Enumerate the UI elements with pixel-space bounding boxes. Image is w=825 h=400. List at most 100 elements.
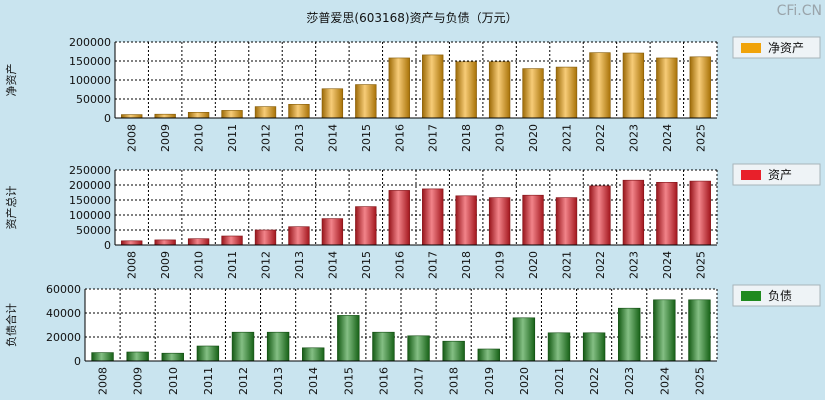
x-tick-label: 2022 [594, 124, 607, 152]
x-tick-label: 2008 [126, 124, 139, 152]
y-tick-label: 100000 [69, 74, 111, 87]
x-tick-label: 2016 [393, 124, 406, 152]
bar-2018 [455, 61, 477, 119]
y-tick-label: 0 [104, 239, 111, 252]
x-tick-label: 2021 [561, 251, 574, 279]
bar-2012 [254, 106, 277, 119]
bar-2022 [582, 332, 606, 362]
legend-label: 负债 [768, 289, 792, 303]
bar-2023 [622, 52, 645, 119]
bar-2008 [121, 240, 143, 246]
x-tick-label: 2018 [448, 367, 461, 395]
x-tick-label: 2023 [627, 124, 640, 152]
x-tick-label: 2011 [226, 251, 239, 279]
bar-2017 [422, 54, 444, 119]
x-tick-label: 2010 [193, 251, 206, 279]
y-axis-label: 净资产 [4, 64, 18, 97]
bar-2016 [372, 331, 395, 362]
bar-2025 [688, 299, 711, 362]
bar-2011 [221, 235, 243, 246]
y-tick-label: 150000 [69, 194, 111, 207]
bar-2021 [555, 197, 578, 246]
bar-2010 [187, 238, 210, 246]
x-tick-label: 2017 [413, 367, 426, 395]
x-tick-label: 2012 [260, 124, 273, 152]
x-tick-label: 2015 [342, 367, 355, 395]
bar-2015 [337, 315, 360, 362]
bar-2020 [522, 194, 544, 246]
y-tick-label: 50000 [76, 93, 111, 106]
y-tick-label: 200000 [69, 179, 111, 192]
y-tick-label: 20000 [46, 331, 81, 344]
x-tick-label: 2013 [293, 251, 306, 279]
chart-panel-3: 0 20000 40000 60000 2008 2009 2010 2011 2012 2013… [4, 283, 821, 395]
bar-2016 [388, 190, 410, 246]
bar-2023 [618, 307, 641, 362]
bar-2022 [589, 52, 611, 119]
x-tick-label: 2015 [360, 251, 373, 279]
x-tick-label: 2015 [360, 124, 373, 152]
bar-2024 [653, 299, 676, 362]
x-tick-label: 2025 [693, 367, 706, 395]
x-tick-label: 2014 [326, 124, 339, 152]
y-tick-label: 100000 [69, 209, 111, 222]
bar-2013 [288, 104, 310, 119]
x-tick-label: 2024 [661, 251, 674, 279]
x-tick-label: 2024 [658, 367, 671, 395]
bar-2024 [656, 57, 678, 119]
bar-2020 [522, 68, 544, 119]
bar-2017 [422, 188, 444, 246]
x-tick-label: 2014 [326, 251, 339, 279]
x-tick-label: 2008 [97, 367, 110, 395]
x-tick-label: 2017 [427, 251, 440, 279]
bar-2021 [555, 66, 578, 119]
watermark: CFi.CN [777, 3, 822, 19]
bar-2018 [455, 195, 477, 246]
bar-2018 [442, 340, 465, 362]
x-tick-label: 2023 [623, 367, 636, 395]
bar-2010 [187, 112, 210, 119]
x-tick-label: 2008 [126, 251, 139, 279]
chart-panel-1: 0 50000 100000 150000 200000 2008 2009 2010 2011… [4, 36, 821, 152]
x-tick-label: 2025 [694, 251, 707, 279]
x-tick-label: 2013 [293, 124, 306, 152]
x-tick-label: 2022 [588, 367, 601, 395]
y-tick-label: 50000 [76, 224, 111, 237]
bar-2014 [302, 347, 325, 362]
x-tick-label: 2019 [483, 367, 496, 395]
x-tick-label: 2011 [202, 367, 215, 395]
chart-title: 莎普爱思(603168)资产与负债（万元） [306, 11, 517, 25]
x-tick-label: 2018 [460, 124, 473, 152]
bar-2013 [266, 331, 290, 362]
x-tick-label: 2009 [159, 251, 172, 279]
bar-2021 [547, 332, 571, 362]
x-tick-label: 2021 [553, 367, 566, 395]
legend: 净资产 [732, 36, 821, 59]
y-tick-label: 200000 [69, 36, 111, 49]
bar-2009 [154, 113, 176, 119]
bar-2009 [154, 239, 176, 246]
x-tick-label: 2019 [494, 251, 507, 279]
legend-swatch [741, 291, 761, 301]
bar-2019 [477, 348, 500, 362]
bar-2025 [689, 56, 711, 119]
bar-2014 [321, 218, 344, 246]
bar-2023 [622, 179, 645, 246]
x-tick-label: 2023 [627, 251, 640, 279]
x-tick-label: 2019 [494, 124, 507, 152]
legend-swatch [741, 43, 761, 53]
x-tick-label: 2025 [694, 124, 707, 152]
x-tick-label: 2010 [167, 367, 180, 395]
x-tick-label: 2021 [561, 124, 574, 152]
y-tick-label: 40000 [46, 307, 81, 320]
bar-2014 [321, 88, 344, 119]
x-tick-label: 2022 [594, 251, 607, 279]
x-tick-label: 2009 [159, 124, 172, 152]
bar-2015 [355, 84, 377, 119]
x-tick-label: 2024 [661, 124, 674, 152]
bar-2009 [126, 351, 149, 362]
y-axis-label: 负债合计 [4, 303, 18, 347]
y-tick-label: 0 [74, 355, 81, 368]
legend-swatch [741, 170, 761, 180]
